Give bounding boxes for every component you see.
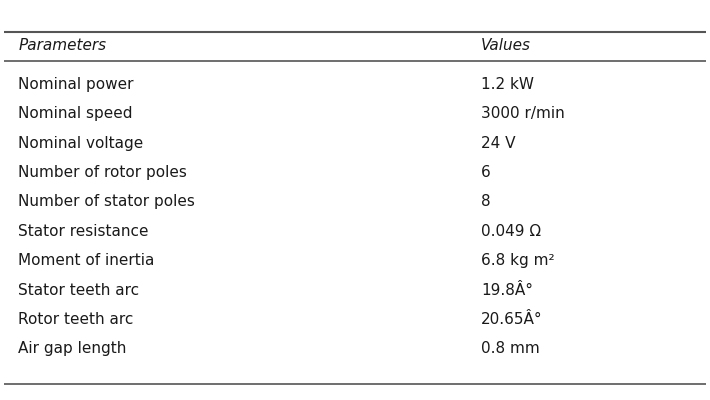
Text: 6: 6 [481,165,491,180]
Text: 3000 r/min: 3000 r/min [481,106,565,121]
Text: Number of rotor poles: Number of rotor poles [18,165,187,180]
Text: 6.8 kg m²: 6.8 kg m² [481,253,555,268]
Text: Moment of inertia: Moment of inertia [18,253,155,268]
Text: Stator resistance: Stator resistance [18,224,148,239]
Text: Stator teeth arc: Stator teeth arc [18,282,139,298]
Text: 19.8Â°: 19.8Â° [481,282,533,298]
Text: Nominal voltage: Nominal voltage [18,136,143,151]
Text: 0.8 mm: 0.8 mm [481,341,540,356]
Text: 8: 8 [481,194,491,210]
Text: Number of stator poles: Number of stator poles [18,194,195,210]
Text: 0.049 Ω: 0.049 Ω [481,224,542,239]
Text: Air gap length: Air gap length [18,341,126,356]
Text: 20.65Â°: 20.65Â° [481,312,543,327]
Text: Rotor teeth arc: Rotor teeth arc [18,312,133,327]
Text: 1.2 kW: 1.2 kW [481,77,535,92]
Text: Parameters: Parameters [18,38,106,53]
Text: Nominal power: Nominal power [18,77,133,92]
Text: Values: Values [481,38,531,53]
Text: Nominal speed: Nominal speed [18,106,133,121]
Text: 24 V: 24 V [481,136,515,151]
